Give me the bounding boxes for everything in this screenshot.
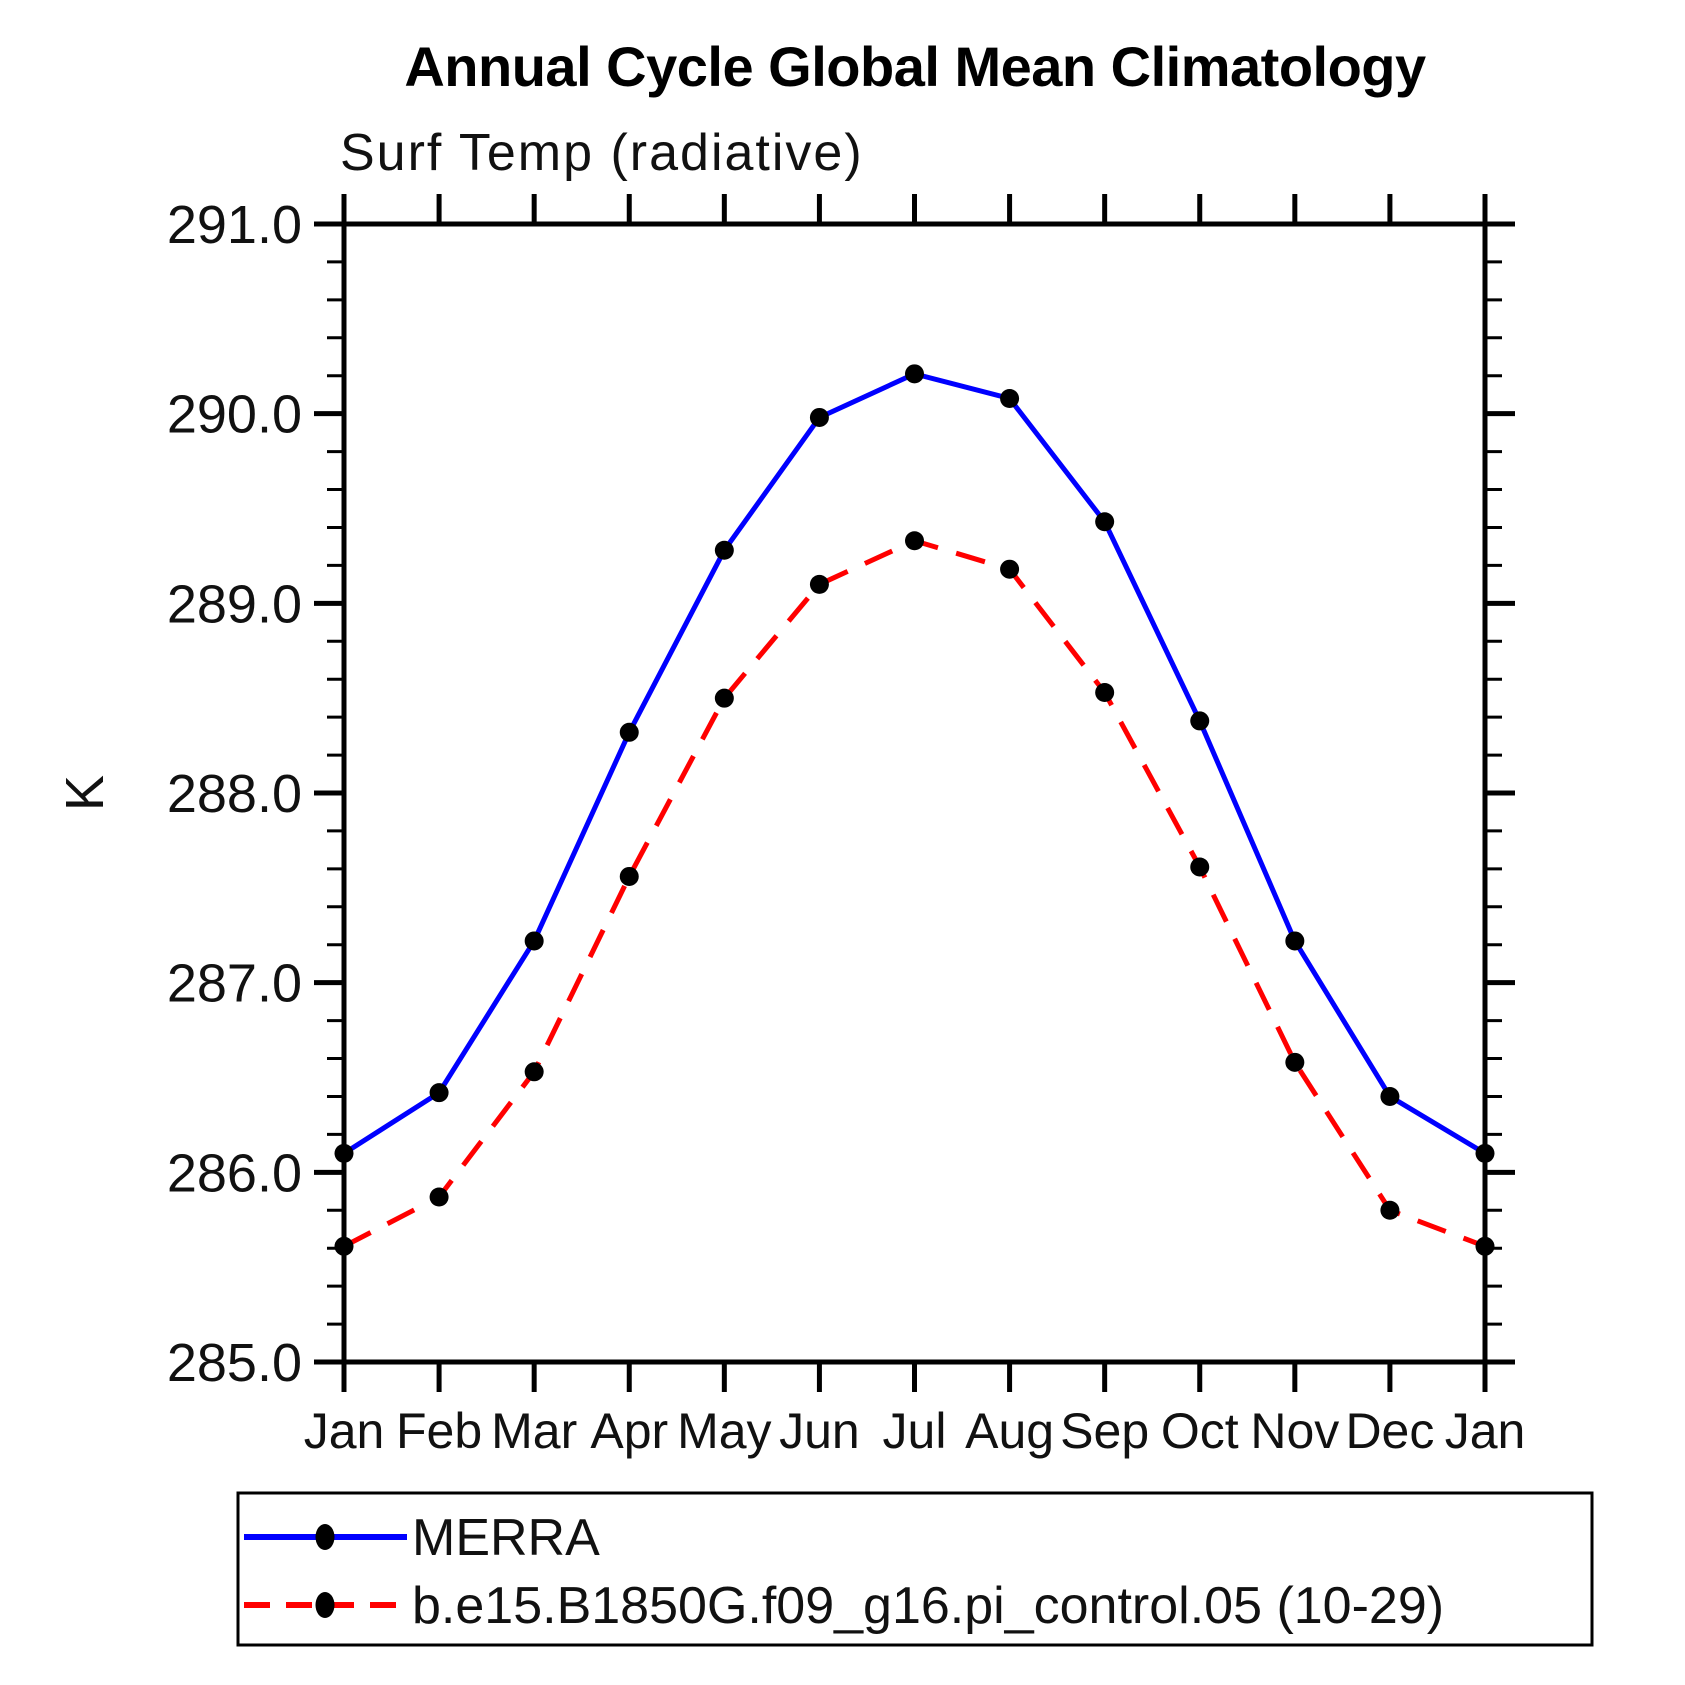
series-1-marker — [809, 574, 829, 594]
x-month-label: Aug — [965, 1403, 1054, 1459]
series-0-marker — [619, 722, 639, 742]
series-1-marker — [1095, 682, 1115, 702]
y-tick-label: 287.0 — [167, 954, 302, 1014]
y-axis-title: K — [55, 775, 115, 811]
y-tick-label: 291.0 — [167, 195, 302, 255]
series-1-marker — [714, 688, 734, 708]
x-month-label: Feb — [396, 1403, 482, 1459]
x-month-label: Dec — [1345, 1403, 1434, 1459]
series-0-marker — [905, 364, 924, 384]
y-tick-label: 288.0 — [167, 764, 302, 824]
series-0-marker — [1285, 931, 1305, 951]
series-0-marker — [334, 1143, 354, 1163]
series-1-marker — [619, 866, 639, 886]
y-tick-label: 290.0 — [167, 385, 302, 445]
legend: MERRA b.e15.B1850G.f09_g16.pi_control.05… — [236, 1491, 1594, 1647]
series-1-marker — [429, 1187, 449, 1207]
series-1-line — [342, 538, 1486, 1249]
series-0-marker — [809, 407, 829, 427]
legend-marker-model — [315, 1592, 335, 1618]
series-1-marker — [905, 531, 924, 551]
x-month-label: May — [677, 1403, 771, 1459]
series-0-marker — [1380, 1086, 1400, 1106]
series-1-marker — [1475, 1236, 1495, 1256]
chart-subtitle: Surf Temp (radiative) — [340, 124, 864, 182]
series-1-marker — [334, 1236, 354, 1256]
axes-frame — [341, 221, 1488, 1365]
y-tick-label: 285.0 — [167, 1333, 302, 1393]
x-month-label: Jul — [883, 1403, 947, 1459]
legend-marker-merra — [315, 1524, 335, 1550]
legend-label-merra: MERRA — [412, 1509, 600, 1567]
series-0-marker — [1190, 711, 1210, 731]
legend-box — [236, 1491, 1594, 1647]
series-0-marker — [524, 931, 544, 951]
y-tick-label: 286.0 — [167, 1143, 302, 1203]
series-0-marker — [1000, 388, 1020, 408]
legend-label-model: b.e15.B1850G.f09_g16.pi_control.05 (10-2… — [412, 1577, 1444, 1635]
x-month-label: Oct — [1161, 1403, 1239, 1459]
series-0-line — [342, 371, 1487, 1156]
series-0-marker — [1475, 1143, 1495, 1163]
x-month-label: Jan — [304, 1403, 385, 1459]
legend-entry-merra: MERRA — [244, 1509, 600, 1567]
x-month-label: Jan — [1445, 1403, 1526, 1459]
series-0-marker — [429, 1083, 449, 1103]
series-0-marker — [1095, 512, 1115, 532]
series-1-marker — [524, 1062, 544, 1082]
x-month-label: Apr — [590, 1403, 668, 1459]
x-month-label: Sep — [1060, 1403, 1149, 1459]
series-1-marker — [1190, 857, 1210, 877]
y-tick-label: 289.0 — [167, 574, 302, 634]
x-month-label: Jun — [779, 1403, 860, 1459]
series-1-marker — [1000, 559, 1020, 579]
series-1-marker — [1285, 1052, 1305, 1072]
series-0-marker — [714, 540, 734, 560]
x-month-label: Nov — [1250, 1403, 1339, 1459]
series-1-marker — [1380, 1200, 1400, 1220]
chart-title: Annual Cycle Global Mean Climatology — [404, 35, 1426, 98]
x-month-label: Mar — [491, 1403, 577, 1459]
legend-entry-model: b.e15.B1850G.f09_g16.pi_control.05 (10-2… — [244, 1577, 1444, 1635]
